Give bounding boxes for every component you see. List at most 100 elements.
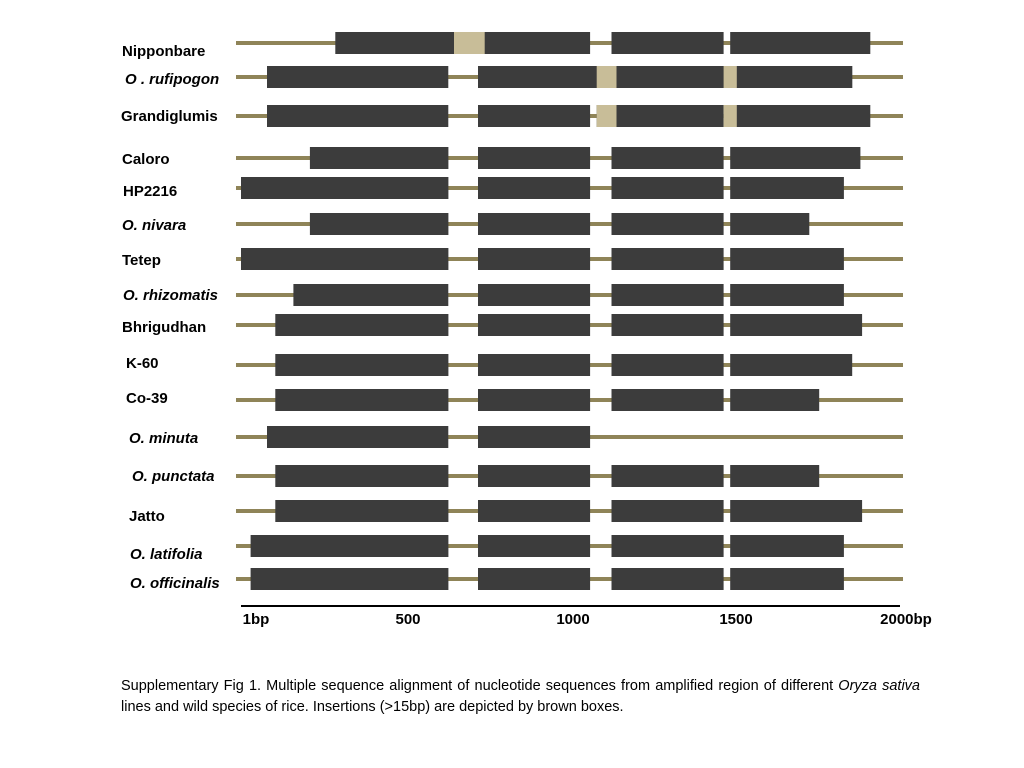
row-label: O. latifolia (130, 546, 203, 563)
aligned-block (611, 314, 724, 336)
aligned-block (730, 465, 820, 487)
aligned-block (478, 426, 591, 448)
aligned-block (730, 105, 871, 127)
axis-tick-label: 2000bp (880, 611, 932, 628)
row-label: Nipponbare (122, 43, 206, 60)
aligned-block (730, 568, 844, 590)
sequence-row (236, 354, 903, 376)
axis-tick-label: 1000 (556, 611, 590, 628)
aligned-block (309, 147, 449, 169)
insertion-box (723, 66, 737, 88)
aligned-block (730, 354, 853, 376)
insertion-box (723, 105, 737, 127)
caption-species: Oryza sativa (838, 677, 920, 694)
row-label: O. officinalis (130, 575, 220, 592)
insertion-box (596, 105, 617, 127)
row-label: Caloro (122, 151, 170, 168)
caption-text-2: lines and wild species of rice. Insertio… (121, 698, 624, 715)
aligned-block (611, 535, 724, 557)
aligned-block (611, 284, 724, 306)
aligned-block (730, 248, 844, 270)
aligned-block (611, 213, 724, 235)
aligned-block (478, 284, 591, 306)
sequence-row (236, 465, 903, 487)
aligned-block (478, 389, 591, 411)
axis-tick-label: 1bp (242, 611, 270, 628)
aligned-block (478, 314, 591, 336)
sequence-row (236, 177, 903, 199)
aligned-block (478, 147, 591, 169)
aligned-block (730, 177, 844, 199)
aligned-block (730, 213, 810, 235)
row-label: Jatto (129, 508, 165, 525)
row-label: O . rufipogon (125, 71, 220, 88)
aligned-block (478, 465, 591, 487)
row-label: O. nivara (122, 217, 187, 234)
aligned-block (730, 535, 844, 557)
aligned-block (596, 105, 724, 127)
sequence-row (236, 314, 903, 336)
axis-tick-label: 1500 (719, 611, 753, 628)
sequence-row (236, 213, 903, 235)
axis-tick-label: 500 (395, 611, 421, 628)
aligned-block (267, 426, 449, 448)
sequence-row (236, 66, 903, 88)
caption-text-1: Supplementary Fig 1. Multiple sequence a… (121, 677, 839, 694)
aligned-block (611, 389, 724, 411)
sequence-row (236, 535, 903, 557)
sequence-row (236, 284, 903, 306)
aligned-block (478, 535, 591, 557)
aligned-block (267, 66, 449, 88)
aligned-block (611, 147, 724, 169)
aligned-block (611, 248, 724, 270)
sequence-row (236, 426, 903, 448)
sequence-row (236, 568, 903, 590)
figure-caption: Supplementary Fig 1. Multiple sequence a… (121, 676, 920, 718)
aligned-block (267, 105, 449, 127)
aligned-block (730, 147, 861, 169)
aligned-block (611, 500, 724, 522)
aligned-block (478, 500, 591, 522)
insertion-box (596, 66, 617, 88)
row-label: O. minuta (129, 430, 199, 447)
aligned-block (478, 354, 591, 376)
aligned-block (293, 284, 449, 306)
row-label: Grandiglumis (121, 108, 218, 125)
sequence-row (236, 105, 903, 127)
aligned-block (275, 500, 449, 522)
aligned-block (730, 32, 871, 54)
aligned-block (730, 66, 853, 88)
aligned-block (309, 213, 449, 235)
aligned-block (730, 389, 820, 411)
row-label: O. rhizomatis (123, 287, 219, 304)
insertion-box (454, 32, 485, 54)
aligned-block (478, 213, 591, 235)
aligned-block (275, 389, 449, 411)
row-label: K-60 (126, 355, 159, 372)
aligned-block (611, 177, 724, 199)
aligned-block (611, 465, 724, 487)
aligned-block (611, 32, 724, 54)
row-label: HP2216 (123, 183, 178, 200)
aligned-block (611, 568, 724, 590)
aligned-block (241, 248, 449, 270)
aligned-block (250, 535, 449, 557)
sequence-row (236, 389, 903, 411)
sequence-row (236, 32, 903, 54)
aligned-block (478, 105, 591, 127)
aligned-block (478, 568, 591, 590)
sequence-row (236, 248, 903, 270)
row-label: O. punctata (132, 468, 215, 485)
sequence-row (236, 147, 903, 169)
aligned-block (275, 465, 449, 487)
aligned-block (275, 314, 449, 336)
aligned-block (241, 177, 449, 199)
aligned-block (478, 177, 591, 199)
sequence-row (236, 500, 903, 522)
aligned-block (730, 284, 844, 306)
aligned-block (611, 354, 724, 376)
aligned-block (730, 500, 863, 522)
row-label: Co-39 (126, 390, 168, 407)
aligned-block (478, 248, 591, 270)
